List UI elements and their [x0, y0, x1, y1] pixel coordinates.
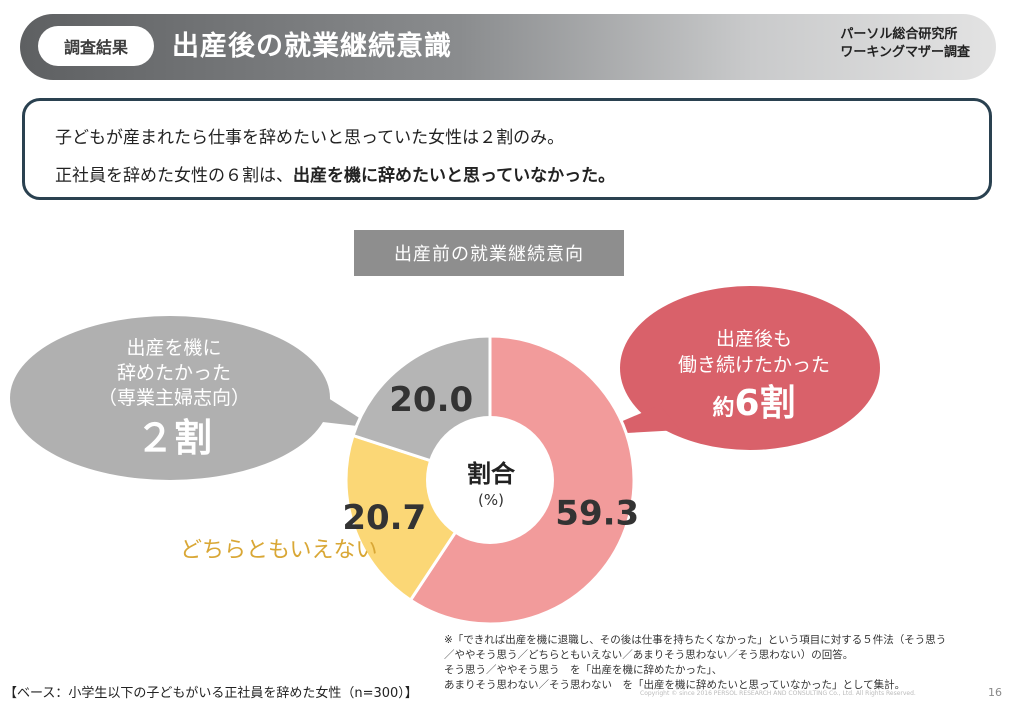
page-number: 16	[988, 686, 1002, 699]
right-callout-line-1: 出産後も	[715, 328, 792, 350]
donut-center-label: 割合 (%)	[446, 454, 536, 509]
right-callout-text: 出産後も 働き続けたかった 約6割	[644, 326, 864, 431]
summary-line-2-bold: 出産を機に辞めたいと思っていなかった。	[293, 166, 616, 186]
right-callout-line-2: 働き続けたかった	[677, 354, 830, 376]
summary-box: 子どもが産まれたら仕事を辞めたいと思っていた女性は２割のみ。 正社員を辞めた女性…	[22, 98, 992, 200]
summary-line-2: 正社員を辞めた女性の６割は、出産を機に辞めたいと思っていなかった。	[55, 161, 615, 186]
copyright: Copyright © since 2016 PERSOL RESEARCH A…	[640, 690, 916, 697]
header-bar	[20, 14, 996, 80]
left-callout-bubble	[10, 316, 375, 480]
center-title: 割合	[467, 460, 515, 488]
footnote-line-4: あまりそう思わない／そう思わない を「出産を機に辞めたいと思っていなかった」とし…	[444, 679, 906, 691]
footnote-line-1: ※「できれば出産を機に退職し、その後は仕事を持ちたくなかった」という項目に対する…	[444, 634, 947, 646]
left-callout-line-1: 出産を機に	[126, 337, 222, 359]
left-callout-text: 出産を機に 辞めたかった （専業主婦志向） ２割	[64, 336, 284, 463]
source-line-2: ワーキングマザー調査	[840, 45, 970, 60]
page-title: 出産後の就業継続意識	[172, 31, 452, 62]
base-note: 【ベース：小学生以下の子どもがいる正社員を辞めた女性（n=300）】	[4, 686, 418, 701]
value-label: 59.3	[555, 493, 639, 533]
donut-hole	[426, 416, 554, 544]
left-callout-big: ２割	[135, 416, 212, 460]
footnote: ※「できれば出産を機に退職し、その後は仕事を持ちたくなかった」という項目に対する…	[444, 633, 946, 693]
center-unit: (%)	[478, 491, 504, 509]
neutral-label: どちらともいえない	[180, 538, 378, 563]
donut-value-labels: 59.3 20.7 20.0	[342, 380, 639, 538]
summary-line-1: 子どもが産まれたら仕事を辞めたいと思っていた女性は２割のみ。	[55, 128, 565, 148]
value-label: 20.7	[342, 498, 426, 538]
footnote-line-2: ／ややそう思う／どちらともいえない／あまりそう思わない／そう思わない）の回答。	[444, 649, 854, 661]
source-line-1: パーソル総合研究所	[840, 27, 958, 42]
source-label: パーソル総合研究所 ワーキングマザー調査	[840, 26, 970, 62]
right-callout-big-row: 約6割	[644, 382, 864, 431]
value-label: 20.0	[389, 380, 473, 420]
chart-title: 出産前の就業継続意向	[354, 230, 624, 276]
right-callout-big: 6割	[734, 383, 796, 424]
right-callout-big-prefix: 約	[712, 396, 735, 421]
left-callout-line-2: 辞めたかった	[116, 362, 231, 384]
left-callout-line-3: （専業主婦志向）	[97, 387, 250, 409]
footnote-line-3: そう思う／ややそう思う を「出産を機に辞めたかった」、	[444, 664, 723, 676]
summary-line-2-prefix: 正社員を辞めた女性の６割は、	[55, 166, 293, 186]
result-tag: 調査結果	[38, 26, 154, 66]
